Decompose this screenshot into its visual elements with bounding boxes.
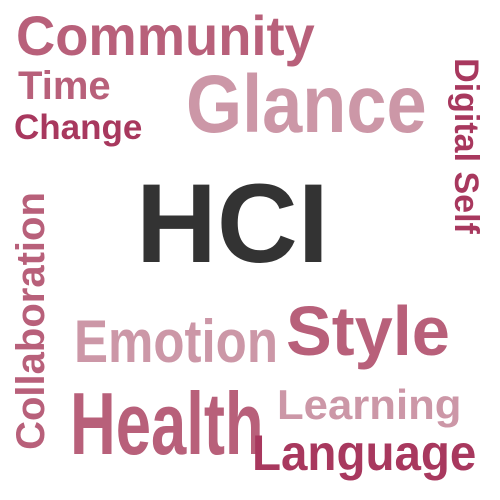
word-time: Time <box>18 64 111 108</box>
word-emotion: Emotion <box>74 308 278 375</box>
word-glance: Glance <box>186 59 427 150</box>
word-health: Health <box>70 374 264 473</box>
word-change: Change <box>14 108 143 147</box>
word-collaboration: Collaboration <box>9 192 53 450</box>
word-style: Style <box>286 292 450 370</box>
word-community: Community <box>16 4 315 67</box>
word-language: Language <box>252 425 477 481</box>
word-learning: Learning <box>277 381 462 428</box>
word-hci: HCI <box>136 161 329 286</box>
word-digital-self: Digital Self <box>447 58 485 234</box>
